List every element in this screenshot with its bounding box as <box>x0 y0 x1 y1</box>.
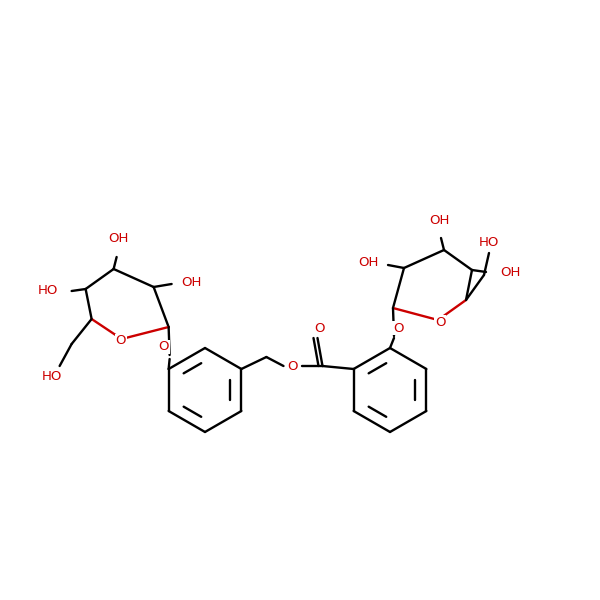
Text: O: O <box>314 323 325 335</box>
Text: HO: HO <box>37 284 58 298</box>
Text: O: O <box>158 340 169 353</box>
Text: O: O <box>435 316 445 329</box>
Text: HO: HO <box>41 370 62 383</box>
Text: O: O <box>287 359 298 373</box>
Text: HO: HO <box>479 236 499 250</box>
Text: OH: OH <box>500 265 520 278</box>
Text: OH: OH <box>109 232 129 245</box>
Text: O: O <box>115 335 126 347</box>
Text: OH: OH <box>429 214 449 226</box>
Text: O: O <box>393 322 403 335</box>
Text: OH: OH <box>358 257 378 269</box>
Text: OH: OH <box>181 275 202 289</box>
